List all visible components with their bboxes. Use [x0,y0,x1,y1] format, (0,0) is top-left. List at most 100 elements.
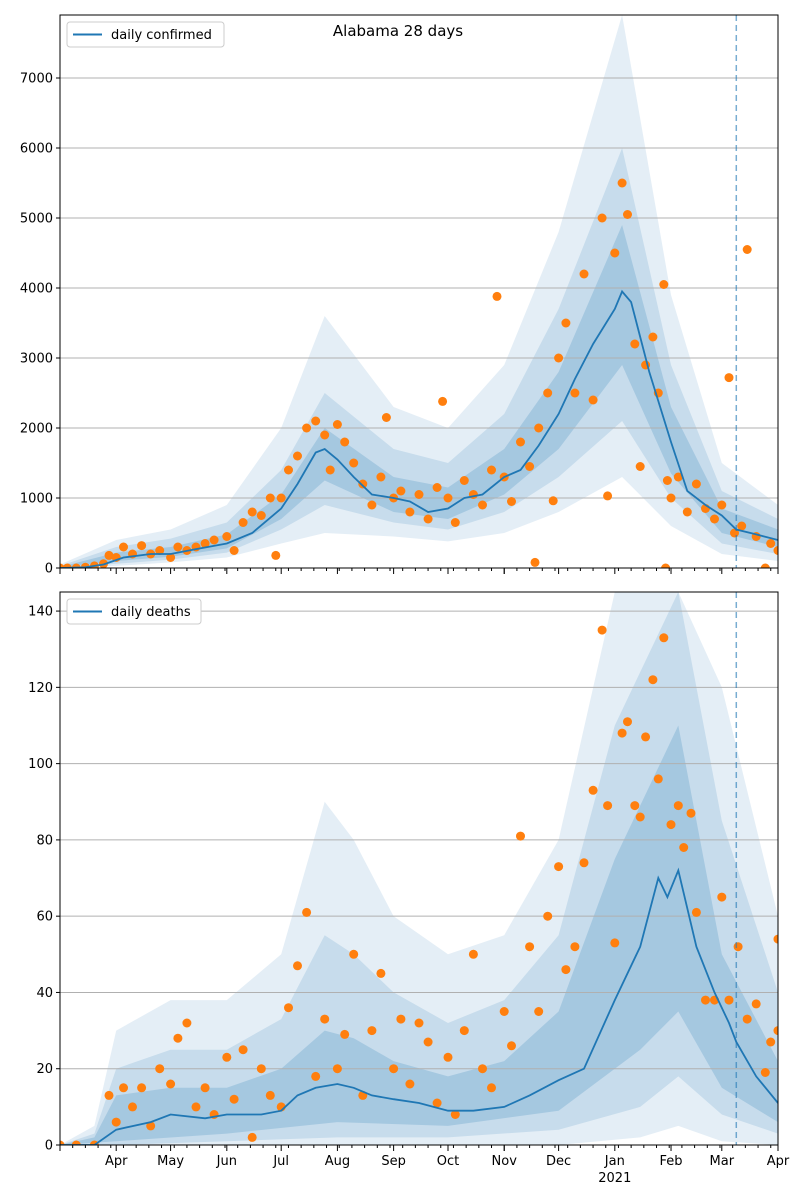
confirmed-grid [60,77,778,499]
data-point [381,413,391,422]
data-point [673,801,683,811]
data-point [414,490,424,499]
band-middle [60,592,778,1145]
data-point [641,732,651,742]
data-point [367,500,377,510]
data-point [229,1094,239,1104]
data-point [256,511,266,520]
data-point [247,1132,257,1142]
x-tick-label: Dec [546,1154,571,1169]
data-point [432,1098,442,1108]
data-point [155,1064,165,1074]
data-point [679,843,689,852]
x-tick-label: Jul [272,1154,289,1169]
data-point [166,553,176,562]
data-point [760,563,770,568]
data-point [648,675,658,685]
data-point [265,1090,275,1100]
data-point [137,1083,147,1093]
data-point [773,546,778,555]
data-point [548,496,558,506]
data-point [635,812,645,822]
data-point [71,1140,81,1145]
data-point [376,968,386,978]
data-point [396,486,406,496]
data-point [710,514,719,524]
data-point [320,430,330,440]
data-point [320,1014,330,1024]
data-point [200,1083,210,1093]
data-point [617,728,627,738]
confirmed-x-axis [59,568,779,574]
data-point [478,500,487,510]
data-point [751,999,761,1009]
data-point [459,476,469,485]
data-point [302,423,312,433]
x-tick-label: Mar [710,1154,735,1169]
data-point [724,995,734,1005]
band-inner [60,725,778,1145]
chart-title: Alabama 28 days [333,22,463,40]
data-point [376,472,386,482]
confirmed-legend-label: daily confirmed [111,28,212,43]
data-point [340,437,350,447]
data-point [128,1102,137,1112]
data-point [222,532,232,541]
year-label: 2021 [598,1171,631,1186]
data-point [256,1064,266,1074]
data-point [311,416,321,426]
x-tick-label: Sep [381,1154,406,1169]
data-point [561,965,571,975]
y-tick-label: 20 [36,1062,53,1077]
data-point [443,1052,453,1062]
data-point [104,550,114,560]
deaths-panel: 0 20 40 60 80 100 120 140 Apr May Jun Jul Aug Sep Oct… [28,591,790,1186]
data-point [173,1033,183,1043]
data-point [247,507,257,517]
data-point [673,472,683,482]
confirmed-line [60,289,778,568]
data-point [155,546,165,555]
data-point [691,907,701,917]
data-point [717,892,727,902]
data-point [653,774,663,784]
x-tick-label: Jan [604,1154,625,1169]
data-point [525,462,535,471]
data-point [332,1064,342,1074]
data-point [724,373,734,383]
confirmed-legend: daily confirmed [66,21,225,48]
data-point [659,633,669,643]
data-point [603,801,613,811]
deaths-legend-box [66,598,202,625]
data-point [405,507,415,517]
deaths-scatter [60,625,778,1145]
y-tick-label: 140 [28,605,53,620]
band-outer [60,592,778,1145]
data-point [119,542,128,552]
data-point [182,1018,192,1028]
y-tick-label: 120 [28,681,53,696]
data-point [554,862,564,872]
data-point [293,451,302,461]
data-point [630,801,640,811]
data-point [570,388,580,398]
data-point [534,423,544,433]
y-tick-label: 3000 [20,352,53,367]
data-point [766,1037,776,1047]
data-point [534,1007,544,1016]
data-point [450,518,460,527]
data-point [487,465,496,475]
series-line [60,867,778,1145]
confirmed-bands [60,15,778,568]
data-point [146,1121,156,1131]
data-point [686,808,696,818]
y-tick-label: 40 [36,986,53,1001]
deaths-x-axis: Apr May Jun Jul Aug Sep Oct Nov Dec Jan Feb Mar Apr [59,1145,790,1169]
data-point [423,1037,433,1047]
data-point [349,458,359,468]
data-point [104,1090,114,1100]
data-point [111,1117,121,1127]
data-point [191,1102,201,1112]
x-tick-label: Jun [216,1154,237,1169]
